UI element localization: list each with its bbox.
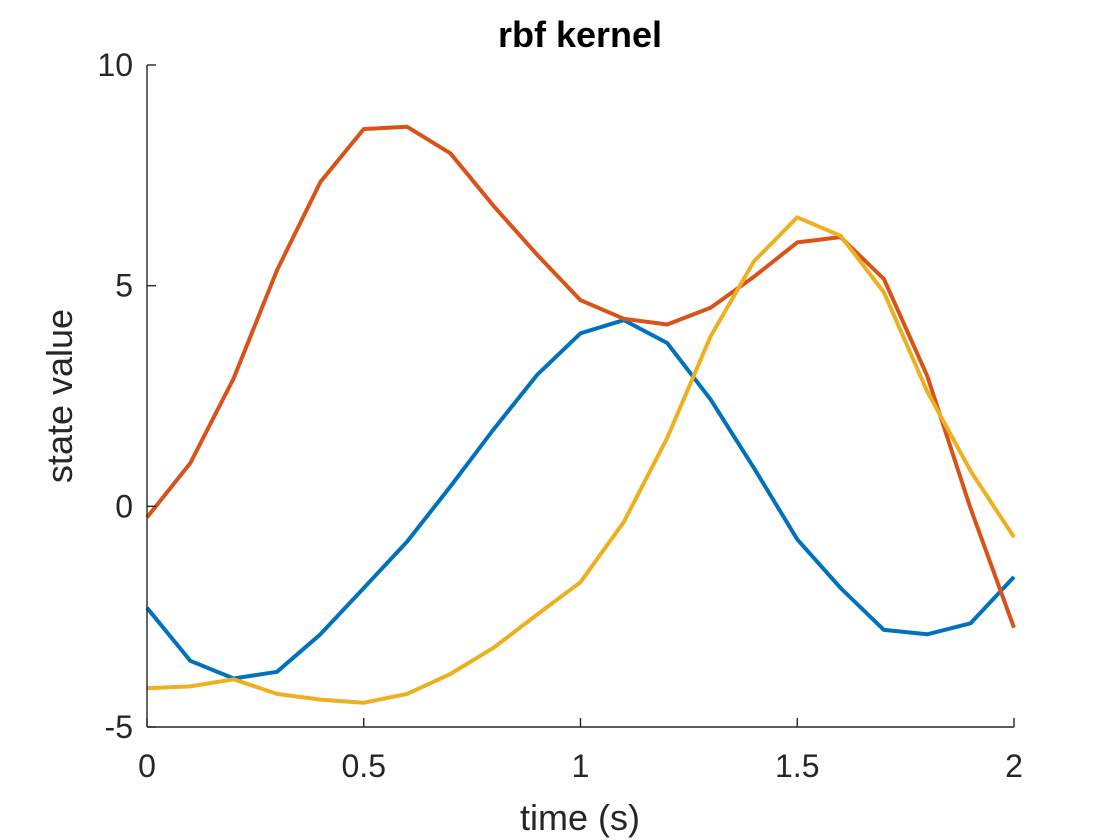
x-tick-label: 1.5 — [775, 748, 819, 784]
series-line-2 — [145, 124, 1016, 629]
x-axis-label: time (s) — [520, 797, 640, 838]
series-line-1 — [145, 318, 1016, 681]
y-tick-label: 10 — [97, 47, 133, 83]
y-tick-label: 5 — [115, 268, 133, 304]
x-tick-label: 0 — [138, 748, 156, 784]
x-tick-label: 0.5 — [342, 748, 386, 784]
series-line-3 — [146, 215, 1016, 705]
y-tick-label: 0 — [115, 488, 133, 524]
chart-title: rbf kernel — [498, 14, 662, 55]
y-axis-label: state value — [39, 309, 80, 483]
y-tick-label: -5 — [105, 709, 133, 745]
series-layer — [145, 124, 1016, 705]
x-tick-label: 1 — [572, 748, 590, 784]
x-tick-label: 2 — [1005, 748, 1023, 784]
